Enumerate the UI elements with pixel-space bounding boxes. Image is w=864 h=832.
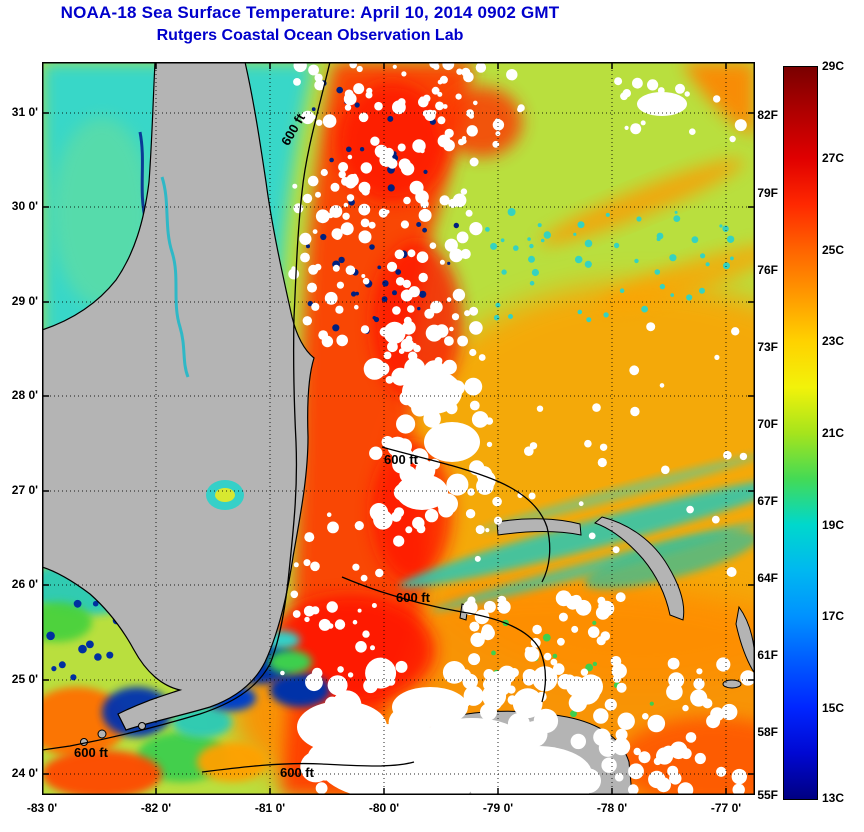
depth-contour-east-upper (381, 446, 551, 583)
abaco-island (594, 516, 685, 621)
new-providence-island (722, 679, 742, 689)
depth-contour-main (42, 62, 331, 751)
grid-lines (42, 62, 755, 795)
y-tick-label: 29 0' (11, 294, 38, 308)
colorbar-fahrenheit-label: 70F (757, 417, 778, 431)
map-plot (42, 62, 755, 795)
colorbar-fahrenheit-label: 76F (757, 263, 778, 277)
southwest-patches (42, 559, 267, 795)
y-tick-label: 31 0' (11, 105, 38, 119)
colorbar-celsius-label: 29C (822, 59, 845, 73)
colorbar-fahrenheit-label: 79F (757, 186, 778, 200)
eleuthera-strip (735, 605, 755, 675)
x-tick-label: -82 0' (140, 801, 172, 815)
y-tick-label: 28 0' (11, 388, 38, 402)
st-johns-river (160, 176, 190, 378)
colorbar-fahrenheit-label: 64F (757, 571, 778, 585)
grand-bahama-island (496, 518, 582, 536)
contour-label: 600 ft (384, 452, 418, 467)
contour-label: 600 ft (280, 765, 314, 780)
contour-label: 600 ft (74, 745, 108, 760)
y-tick-label: 27 0' (11, 483, 38, 497)
colorbar-celsius-label: 25C (822, 243, 845, 257)
x-tick-label: -78 0' (596, 801, 628, 815)
cool-filaments (399, 453, 755, 612)
colorbar-fahrenheit-label: 58F (757, 725, 778, 739)
x-tick-label: -79 0' (482, 801, 514, 815)
x-tick-label: -77 0' (710, 801, 742, 815)
plot-border (42, 62, 755, 795)
colorbar-fahrenheit-label: 61F (757, 648, 778, 662)
x-tick-label: -83 0' (26, 801, 58, 815)
depth-contour-east-lower (341, 576, 547, 703)
y-tick-label: 25 0' (11, 672, 38, 686)
colorbar-celsius-label: 17C (822, 609, 845, 623)
cloud-layer (280, 62, 755, 795)
y-tick-label: 26 0' (11, 577, 38, 591)
colorbar-fahrenheit-label: 67F (757, 494, 778, 508)
colorbar-celsius-label: 13C (822, 791, 845, 805)
sst-map-svg (42, 62, 755, 795)
temperature-colorbar (783, 66, 818, 800)
y-tick-label: 24 0' (11, 766, 38, 780)
colorbar-celsius-label: 23C (822, 334, 845, 348)
depth-contour-south (201, 761, 415, 773)
y-tick-label: 30 0' (11, 199, 38, 213)
x-tick-label: -80 0' (368, 801, 400, 815)
colorbar-celsius-label: 19C (822, 518, 845, 532)
colorbar-fahrenheit-label: 55F (757, 788, 778, 802)
contour-label: 600 ft (396, 590, 430, 605)
figure-title: NOAA-18 Sea Surface Temperature: April 1… (60, 3, 560, 22)
colorbar-celsius-label: 15C (822, 701, 845, 715)
colorbar-celsius-label: 21C (822, 426, 845, 440)
colorbar-celsius-label: 27C (822, 151, 845, 165)
colorbar-fahrenheit-label: 82F (757, 108, 778, 122)
figure-subtitle: Rutgers Coastal Ocean Observation Lab (156, 27, 464, 44)
x-tick-label: -81 0' (254, 801, 286, 815)
colorbar-fahrenheit-label: 73F (757, 340, 778, 354)
cold-speckle-layer (46, 80, 459, 681)
